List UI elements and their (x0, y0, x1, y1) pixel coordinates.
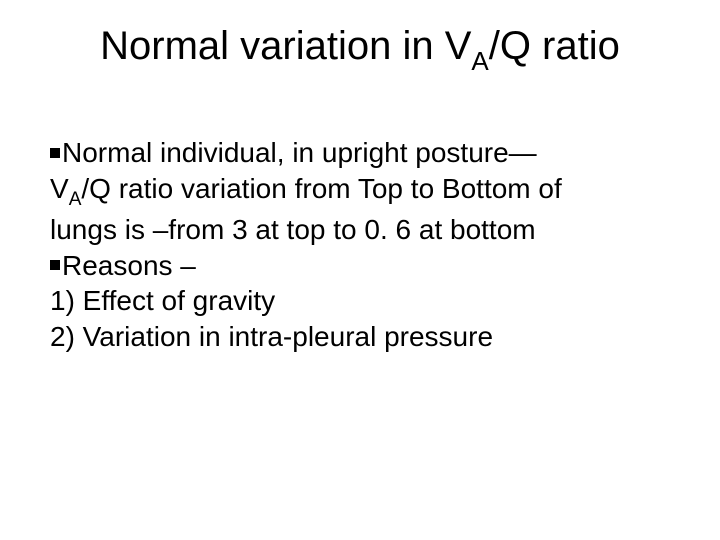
body-text-pre: V (50, 173, 69, 204)
body-text: Normal individual, in upright posture— (62, 137, 537, 168)
body-text: 1) Effect of gravity (50, 285, 275, 316)
body-subscript: A (69, 189, 82, 210)
body-line-1: Normal individual, in upright posture— (50, 135, 680, 171)
body-text: Reasons – (62, 250, 196, 281)
body-text: 2) Variation in intra-pleural pressure (50, 321, 493, 352)
body-line-5: 1) Effect of gravity (50, 283, 680, 319)
title-subscript: A (471, 46, 488, 76)
slide: Normal variation in VA/Q ratio Normal in… (0, 0, 720, 540)
body-text-post: /Q ratio variation from Top to Bottom of (81, 173, 561, 204)
body-text: lungs is –from 3 at top to 0. 6 at botto… (50, 214, 536, 245)
body-line-4: Reasons – (50, 248, 680, 284)
bullet-icon (50, 260, 60, 270)
body-line-6: 2) Variation in intra-pleural pressure (50, 319, 680, 355)
title-text-post: /Q ratio (489, 24, 620, 68)
bullet-icon (50, 148, 60, 158)
slide-title: Normal variation in VA/Q ratio (0, 24, 720, 75)
title-text-pre: Normal variation in V (100, 24, 471, 68)
body-line-2: VA/Q ratio variation from Top to Bottom … (50, 171, 680, 212)
body-line-3: lungs is –from 3 at top to 0. 6 at botto… (50, 212, 680, 248)
slide-body: Normal individual, in upright posture— V… (50, 135, 680, 355)
